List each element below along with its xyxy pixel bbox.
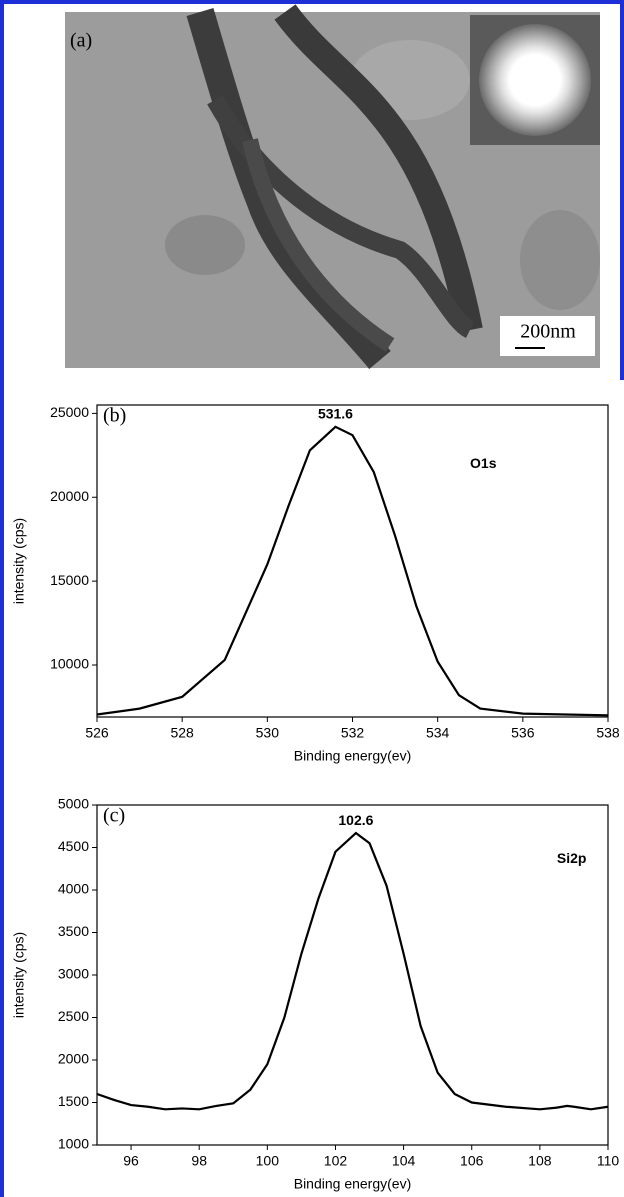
x-tick-label: 98: [191, 1153, 207, 1169]
x-axis-title: Binding energy(ev): [294, 748, 412, 764]
y-tick-label: 1500: [58, 1093, 89, 1109]
y-tick-label: 5000: [58, 796, 89, 812]
x-tick-label: 530: [256, 725, 280, 741]
y-tick-label: 4500: [58, 838, 89, 854]
y-axis-title: intensity (cps): [11, 932, 27, 1018]
y-tick-label: 3000: [58, 966, 89, 982]
plot-frame: [96, 804, 609, 1146]
y-tick-label: 4000: [58, 881, 89, 897]
y-tick-label: 2500: [58, 1008, 89, 1024]
x-tick-label: 532: [341, 725, 365, 741]
y-tick-label: 3500: [58, 923, 89, 939]
y-tick-label: 20000: [50, 488, 89, 504]
border-left: [0, 0, 4, 1197]
x-tick-label: 96: [123, 1153, 139, 1169]
y-tick-label: 25000: [50, 404, 89, 420]
micrograph: (a) 200nm: [65, 4, 600, 369]
series-label: O1s: [470, 455, 497, 471]
x-tick-label: 528: [170, 725, 194, 741]
peak-label: 102.6: [338, 812, 373, 828]
plot-frame: [96, 404, 609, 718]
y-axis-title: intensity (cps): [11, 518, 27, 604]
border-right: [620, 0, 624, 380]
data-line: [96, 831, 609, 1111]
border-top: [0, 0, 624, 4]
x-tick-label: 106: [460, 1153, 484, 1169]
x-tick-label: 104: [392, 1153, 416, 1169]
x-tick-label: 534: [426, 725, 450, 741]
x-axis-title: Binding energy(ev): [294, 1176, 412, 1192]
panel-label: (c): [103, 805, 125, 827]
y-tick-label: 10000: [50, 656, 89, 672]
series-label: Si2p: [557, 850, 587, 866]
panel-label: (b): [103, 405, 126, 427]
y-tick-label: 2000: [58, 1051, 89, 1067]
x-tick-label: 100: [256, 1153, 280, 1169]
x-tick-label: 102: [324, 1153, 348, 1169]
x-tick-label: 110: [597, 1153, 620, 1169]
y-tick-label: 1000: [58, 1136, 89, 1152]
panel-label: (a): [70, 30, 92, 52]
data-line: [96, 425, 609, 717]
x-tick-label: 108: [528, 1153, 552, 1169]
x-tick-label: 536: [511, 725, 535, 741]
peak-label: 531.6: [318, 406, 353, 422]
scale-bar-label: 200nm: [520, 321, 576, 343]
y-tick-label: 15000: [50, 572, 89, 588]
x-tick-label: 538: [596, 725, 620, 741]
x-tick-label: 526: [85, 725, 109, 741]
